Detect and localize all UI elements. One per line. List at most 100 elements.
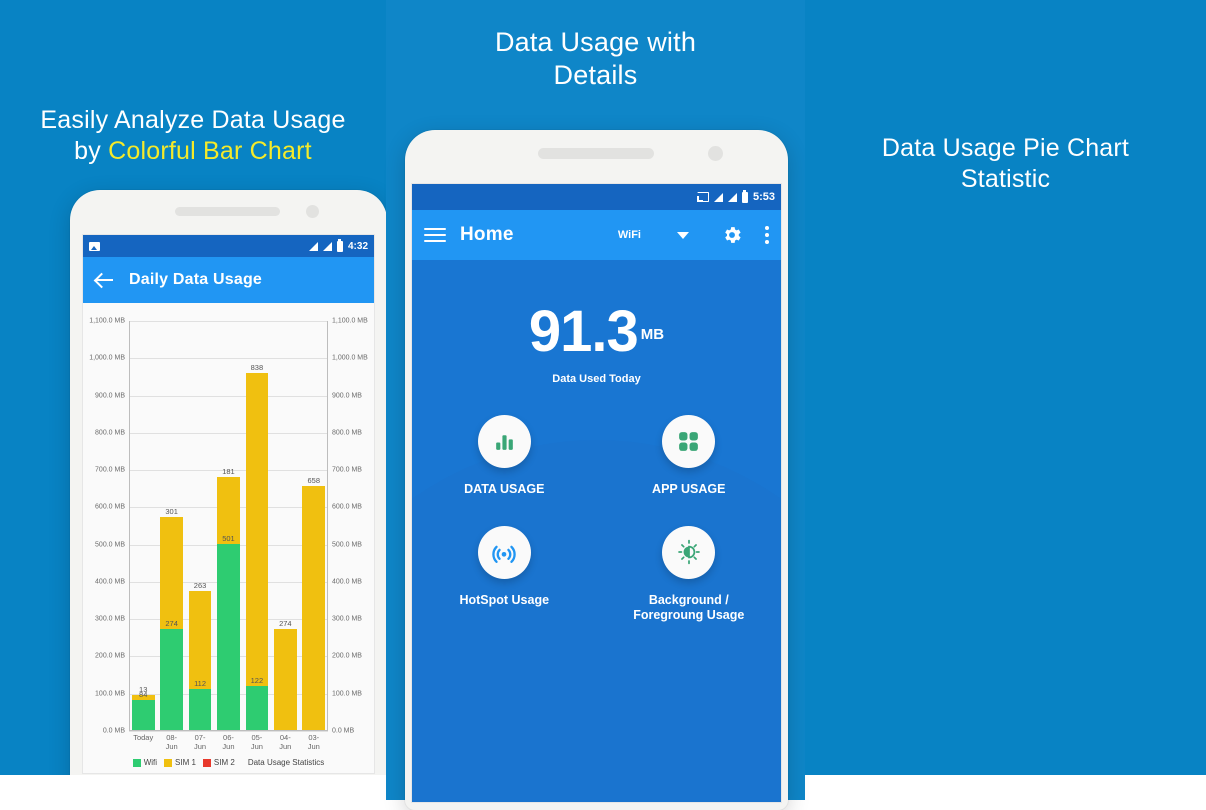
y-axis-tick-left: 300.0 MB — [95, 615, 125, 623]
legend-swatch — [202, 758, 211, 767]
phone-camera-icon — [306, 205, 319, 218]
chevron-down-icon[interactable] — [677, 231, 689, 239]
headline-left-line2-plain: by — [74, 136, 109, 165]
gridline — [129, 470, 328, 472]
headline-left-line1: Easily Analyze Data Usage — [40, 106, 346, 134]
bar-segment-sim1: 658 — [302, 476, 326, 731]
bar-segment-sim1: 838 — [245, 363, 269, 686]
bar-series: 13 84 301 274 263 112 181 501 838 122 274 658 — [129, 321, 328, 731]
x-axis-labels: Today 08-Jun 07-Jun 06-Jun 05-Jun 04-Jun 03-Ju… — [129, 733, 328, 751]
bar-value-label: 274 — [279, 618, 292, 628]
phone-screen-middle: 5:53 Home WiFi 91.3 MB Data — [411, 183, 782, 803]
bar-column[interactable]: 263 112 — [188, 321, 212, 731]
tile-data-usage[interactable]: DATA USAGE — [412, 415, 597, 498]
x-axis-tick: 03-Jun — [307, 733, 320, 751]
y-axis-tick-left: 200.0 MB — [95, 652, 125, 660]
bar-segment-sim1: 274 — [273, 619, 297, 731]
y-axis-tick-right: 1,100.0 MB — [332, 317, 368, 325]
y-axis-tick-right: 500.0 MB — [332, 541, 362, 549]
bar-column[interactable]: 301 274 — [160, 321, 183, 731]
phone-speaker — [175, 207, 280, 216]
tile-label: DATA USAGE — [464, 482, 545, 496]
y-axis-tick-right: 0.0 MB — [332, 727, 355, 735]
bar-chart-icon — [477, 415, 531, 468]
app-bar-home: Home WiFi — [412, 210, 781, 260]
tile-app-usage[interactable]: APP USAGE — [597, 415, 782, 498]
x-axis-tick: 06-Jun — [222, 733, 235, 751]
bar-column[interactable]: 658 — [302, 321, 326, 731]
bar-segment-sim1: 263 — [188, 581, 212, 690]
promo-panel-left: Easily Analyze Data Usage by Colorful Ba… — [0, 0, 386, 775]
status-bar-clock: 5:53 — [752, 191, 775, 203]
legend-label: SIM 2 — [213, 758, 235, 767]
data-used-caption: Data Used Today — [552, 373, 641, 385]
bar-segment-sim1: 301 — [160, 507, 183, 629]
headline-left: Easily Analyze Data Usage by Colorful Ba… — [0, 105, 386, 166]
headline-right: Data Usage Pie Chart Statistic — [805, 133, 1206, 194]
headline-middle-line1: Data Usage with — [494, 27, 697, 57]
legend-item[interactable]: Wifi — [132, 758, 158, 767]
y-axis-tick-right: 600.0 MB — [332, 503, 362, 511]
x-axis-tick: 05-Jun — [250, 733, 263, 751]
bar-segment-wifi: 84 — [131, 690, 155, 731]
feature-tile-grid: DATA USAGE APP USAGE — [412, 415, 781, 624]
bar-value-label: 112 — [194, 679, 207, 689]
headline-left-accent: Colorful Bar Chart — [108, 136, 312, 165]
phone-speaker — [538, 148, 654, 159]
bar-value-label: 13 — [139, 684, 148, 694]
y-axis-tick-left: 800.0 MB — [95, 429, 125, 437]
tile-label: APP USAGE — [652, 482, 726, 496]
legend-item[interactable]: SIM 2 — [202, 758, 235, 767]
bar-value-label: 263 — [193, 581, 207, 591]
bar-segment-wifi: 112 — [188, 679, 212, 731]
bar-value-label: 501 — [222, 534, 235, 544]
tile-background-foreground-usage[interactable]: Background / Foregroung Usage — [597, 525, 782, 624]
y-axis-tick-left: 1,100.0 MB — [89, 317, 125, 325]
status-bar-clock: 4:32 — [347, 240, 368, 252]
bar-column[interactable]: 838 122 — [245, 321, 269, 731]
bar-column[interactable]: 181 501 — [217, 321, 240, 731]
hotspot-icon — [477, 525, 531, 579]
headline-middle-line2: Details — [553, 59, 638, 90]
page-title: Daily Data Usage — [129, 271, 263, 288]
status-bar-right-icons: 4:32 — [308, 238, 368, 252]
apps-grid-icon — [662, 415, 716, 468]
y-axis-tick-left: 0.0 MB — [102, 727, 125, 735]
y-axis-left — [129, 321, 130, 731]
page-title: Home — [460, 224, 514, 245]
promo-panel-right: Data Usage Pie Chart Statistic — [805, 0, 1206, 775]
y-axis-tick-left: 900.0 MB — [95, 392, 125, 400]
tile-label: Background / Foregroung Usage — [597, 593, 782, 624]
network-filter-value[interactable]: WiFi — [617, 229, 641, 241]
gear-icon[interactable] — [721, 224, 743, 246]
y-axis-tick-right: 200.0 MB — [332, 652, 362, 660]
x-axis-tick: Today — [133, 733, 154, 742]
kebab-icon[interactable] — [765, 223, 769, 247]
bar-chart-plot-area: 0.0 MB 0.0 MB 100.0 MB 100.0 MB 200.0 MB 200.… — [89, 318, 368, 735]
x-axis — [129, 730, 328, 731]
phone-mockup-left: 4:32 Daily Data Usage 0.0 MB 0.0 MB 100.0 … — [70, 190, 386, 775]
bar-segment-sim1: 13 — [131, 685, 155, 700]
y-axis-tick-left: 700.0 MB — [95, 466, 125, 474]
bar-value-label: 838 — [250, 363, 264, 373]
gridline — [129, 395, 328, 397]
hamburger-icon[interactable] — [424, 224, 446, 246]
tile-label-line2: Foregroung Usage — [633, 608, 745, 623]
bar-column[interactable]: 274 — [273, 321, 297, 731]
y-axis-tick-right: 1,000.0 MB — [332, 354, 368, 362]
legend-item[interactable]: SIM 1 — [164, 758, 196, 767]
back-arrow-icon[interactable] — [95, 270, 115, 290]
legend-label: Wifi — [143, 758, 158, 767]
data-used-value: 91.3 — [528, 299, 639, 364]
y-axis-tick-left: 400.0 MB — [95, 578, 125, 586]
status-bar-right-icons: 5:53 — [696, 189, 775, 203]
x-axis-tick: 08-Jun — [165, 733, 178, 751]
signal-icon — [727, 192, 737, 202]
tile-hotspot-usage[interactable]: HotSpot Usage — [412, 525, 597, 624]
y-axis-tick-left: 1,000.0 MB — [89, 354, 125, 362]
y-axis-right — [327, 321, 328, 731]
data-used-summary: 91.3 MB Data Used Today — [412, 260, 781, 385]
bar-column[interactable]: 13 84 — [131, 321, 155, 731]
y-axis-tick-right: 900.0 MB — [332, 392, 362, 400]
y-axis-tick-left: 600.0 MB — [95, 503, 125, 511]
